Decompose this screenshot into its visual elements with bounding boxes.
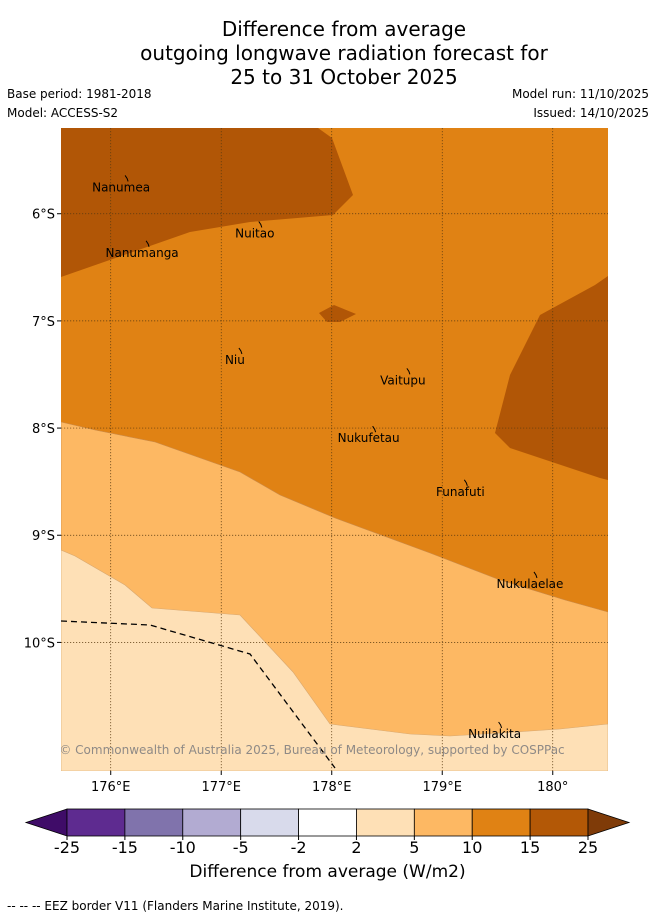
island-outline xyxy=(498,721,503,729)
model-name: Model: ACCESS-S2 xyxy=(7,106,119,120)
anomaly-region-15-25-central xyxy=(319,305,356,322)
model-run: Model run: 11/10/2025 xyxy=(511,87,649,101)
colorbar-tick-label: 5 xyxy=(409,838,419,857)
place-vaitupu: Vaitupu xyxy=(380,368,426,387)
place-name: Nukufetau xyxy=(338,431,400,445)
eez-border xyxy=(61,620,336,769)
lon-tick-label: 177°E xyxy=(201,780,241,795)
colorbar-segment xyxy=(413,808,473,837)
colorbar-segment xyxy=(66,808,126,837)
anomaly-region-15-25-northwest xyxy=(61,128,353,277)
place-name: Funafuti xyxy=(436,485,485,499)
colorbar-segment xyxy=(298,808,357,837)
colorbar-tick-label: -5 xyxy=(233,838,249,857)
title-line-2: outgoing longwave radiation forecast for xyxy=(140,41,548,65)
lon-tick-label: 179°E xyxy=(422,780,462,795)
colorbar-tick-label: -10 xyxy=(170,838,196,857)
colorbar-tick-label: -15 xyxy=(112,838,138,857)
island-outline xyxy=(533,571,538,579)
colorbar-tick-label: 10 xyxy=(462,838,482,857)
place-nuilakita: Nuilakita xyxy=(468,721,521,741)
anomaly-band-2-5 xyxy=(61,549,608,771)
place-niu: Niu xyxy=(225,347,245,367)
colorbar-segment xyxy=(240,808,299,837)
place-nuitao: Nuitao xyxy=(235,221,274,241)
place-name: Vaitupu xyxy=(380,373,426,387)
lon-tick-label: 176°E xyxy=(91,780,131,795)
place-name: Nuilakita xyxy=(468,727,521,741)
colorbar-segment xyxy=(124,808,184,837)
axis-labels: 176°E 177°E 178°E 179°E 180° 6°S 7°S 8°S 9°S 10°S xyxy=(24,208,569,795)
island-outline xyxy=(258,221,263,228)
colorbar-tick-label: 15 xyxy=(520,838,540,857)
colorbar-tick-label: 25 xyxy=(578,838,598,857)
graticule xyxy=(61,128,608,771)
base-period: Base period: 1981-2018 xyxy=(7,87,152,101)
lon-tick-label: 178°E xyxy=(312,780,352,795)
anomaly-region-15-25-east xyxy=(495,276,608,480)
lat-tick-label: 7°S xyxy=(32,315,55,330)
colorbar-tick-label: 2 xyxy=(351,838,361,857)
place-nanumea: Nanumea xyxy=(92,175,150,194)
place-funafuti: Funafuti xyxy=(436,479,485,499)
title-line-1: Difference from average xyxy=(221,17,467,41)
copyright-notice: © Commonwealth of Australia 2025, Bureau… xyxy=(59,743,564,757)
island-outline xyxy=(238,347,243,355)
island-outline xyxy=(145,240,150,247)
footer-note: -- -- -- EEZ border V11 (Flanders Marine… xyxy=(7,899,344,913)
colorbar-title: Difference from average (W/m2) xyxy=(189,862,466,882)
issued-date: Issued: 14/10/2025 xyxy=(533,106,649,120)
colorbar-segment xyxy=(529,808,589,837)
place-name: Nuitao xyxy=(235,227,274,241)
island-outline xyxy=(372,425,377,433)
lat-tick-label: 10°S xyxy=(24,636,55,651)
colorbar-segment xyxy=(471,808,531,837)
place-nukulaelae: Nukulaelae xyxy=(497,571,564,591)
colorbar-tick-label: -25 xyxy=(54,838,80,857)
place-name: Nukulaelae xyxy=(497,577,564,591)
place-name: Nanumanga xyxy=(106,246,179,260)
colorbar-segment xyxy=(182,808,242,837)
map-title: Difference from average outgoing longwav… xyxy=(0,17,655,89)
island-outline xyxy=(406,368,411,375)
lat-tick-label: 6°S xyxy=(32,208,55,223)
lon-tick-label: 180° xyxy=(537,780,568,795)
island-outline xyxy=(463,479,468,486)
lat-tick-label: 8°S xyxy=(32,422,55,437)
title-line-3: 25 to 31 October 2025 xyxy=(230,65,458,89)
colorbar-tick-label: -2 xyxy=(291,838,307,857)
place-name: Niu xyxy=(225,353,245,367)
island-outline xyxy=(124,175,129,182)
map-panel: Nanumea Nuitao Nanumanga Niu Vaitupu Nukufeta… xyxy=(59,128,608,771)
colorbar: -25 -15 -10 -5 -2 2 5 10 15 25 xyxy=(24,808,631,857)
place-nanumanga: Nanumanga xyxy=(106,240,179,260)
place-name: Nanumea xyxy=(92,180,150,194)
lat-tick-label: 9°S xyxy=(32,529,55,544)
colorbar-extend-high xyxy=(587,808,631,837)
place-nukufetau: Nukufetau xyxy=(338,425,400,445)
colorbar-extend-low xyxy=(24,808,68,837)
colorbar-segment xyxy=(356,808,415,837)
place-labels: Nanumea Nuitao Nanumanga Niu Vaitupu Nukufeta… xyxy=(92,175,563,741)
